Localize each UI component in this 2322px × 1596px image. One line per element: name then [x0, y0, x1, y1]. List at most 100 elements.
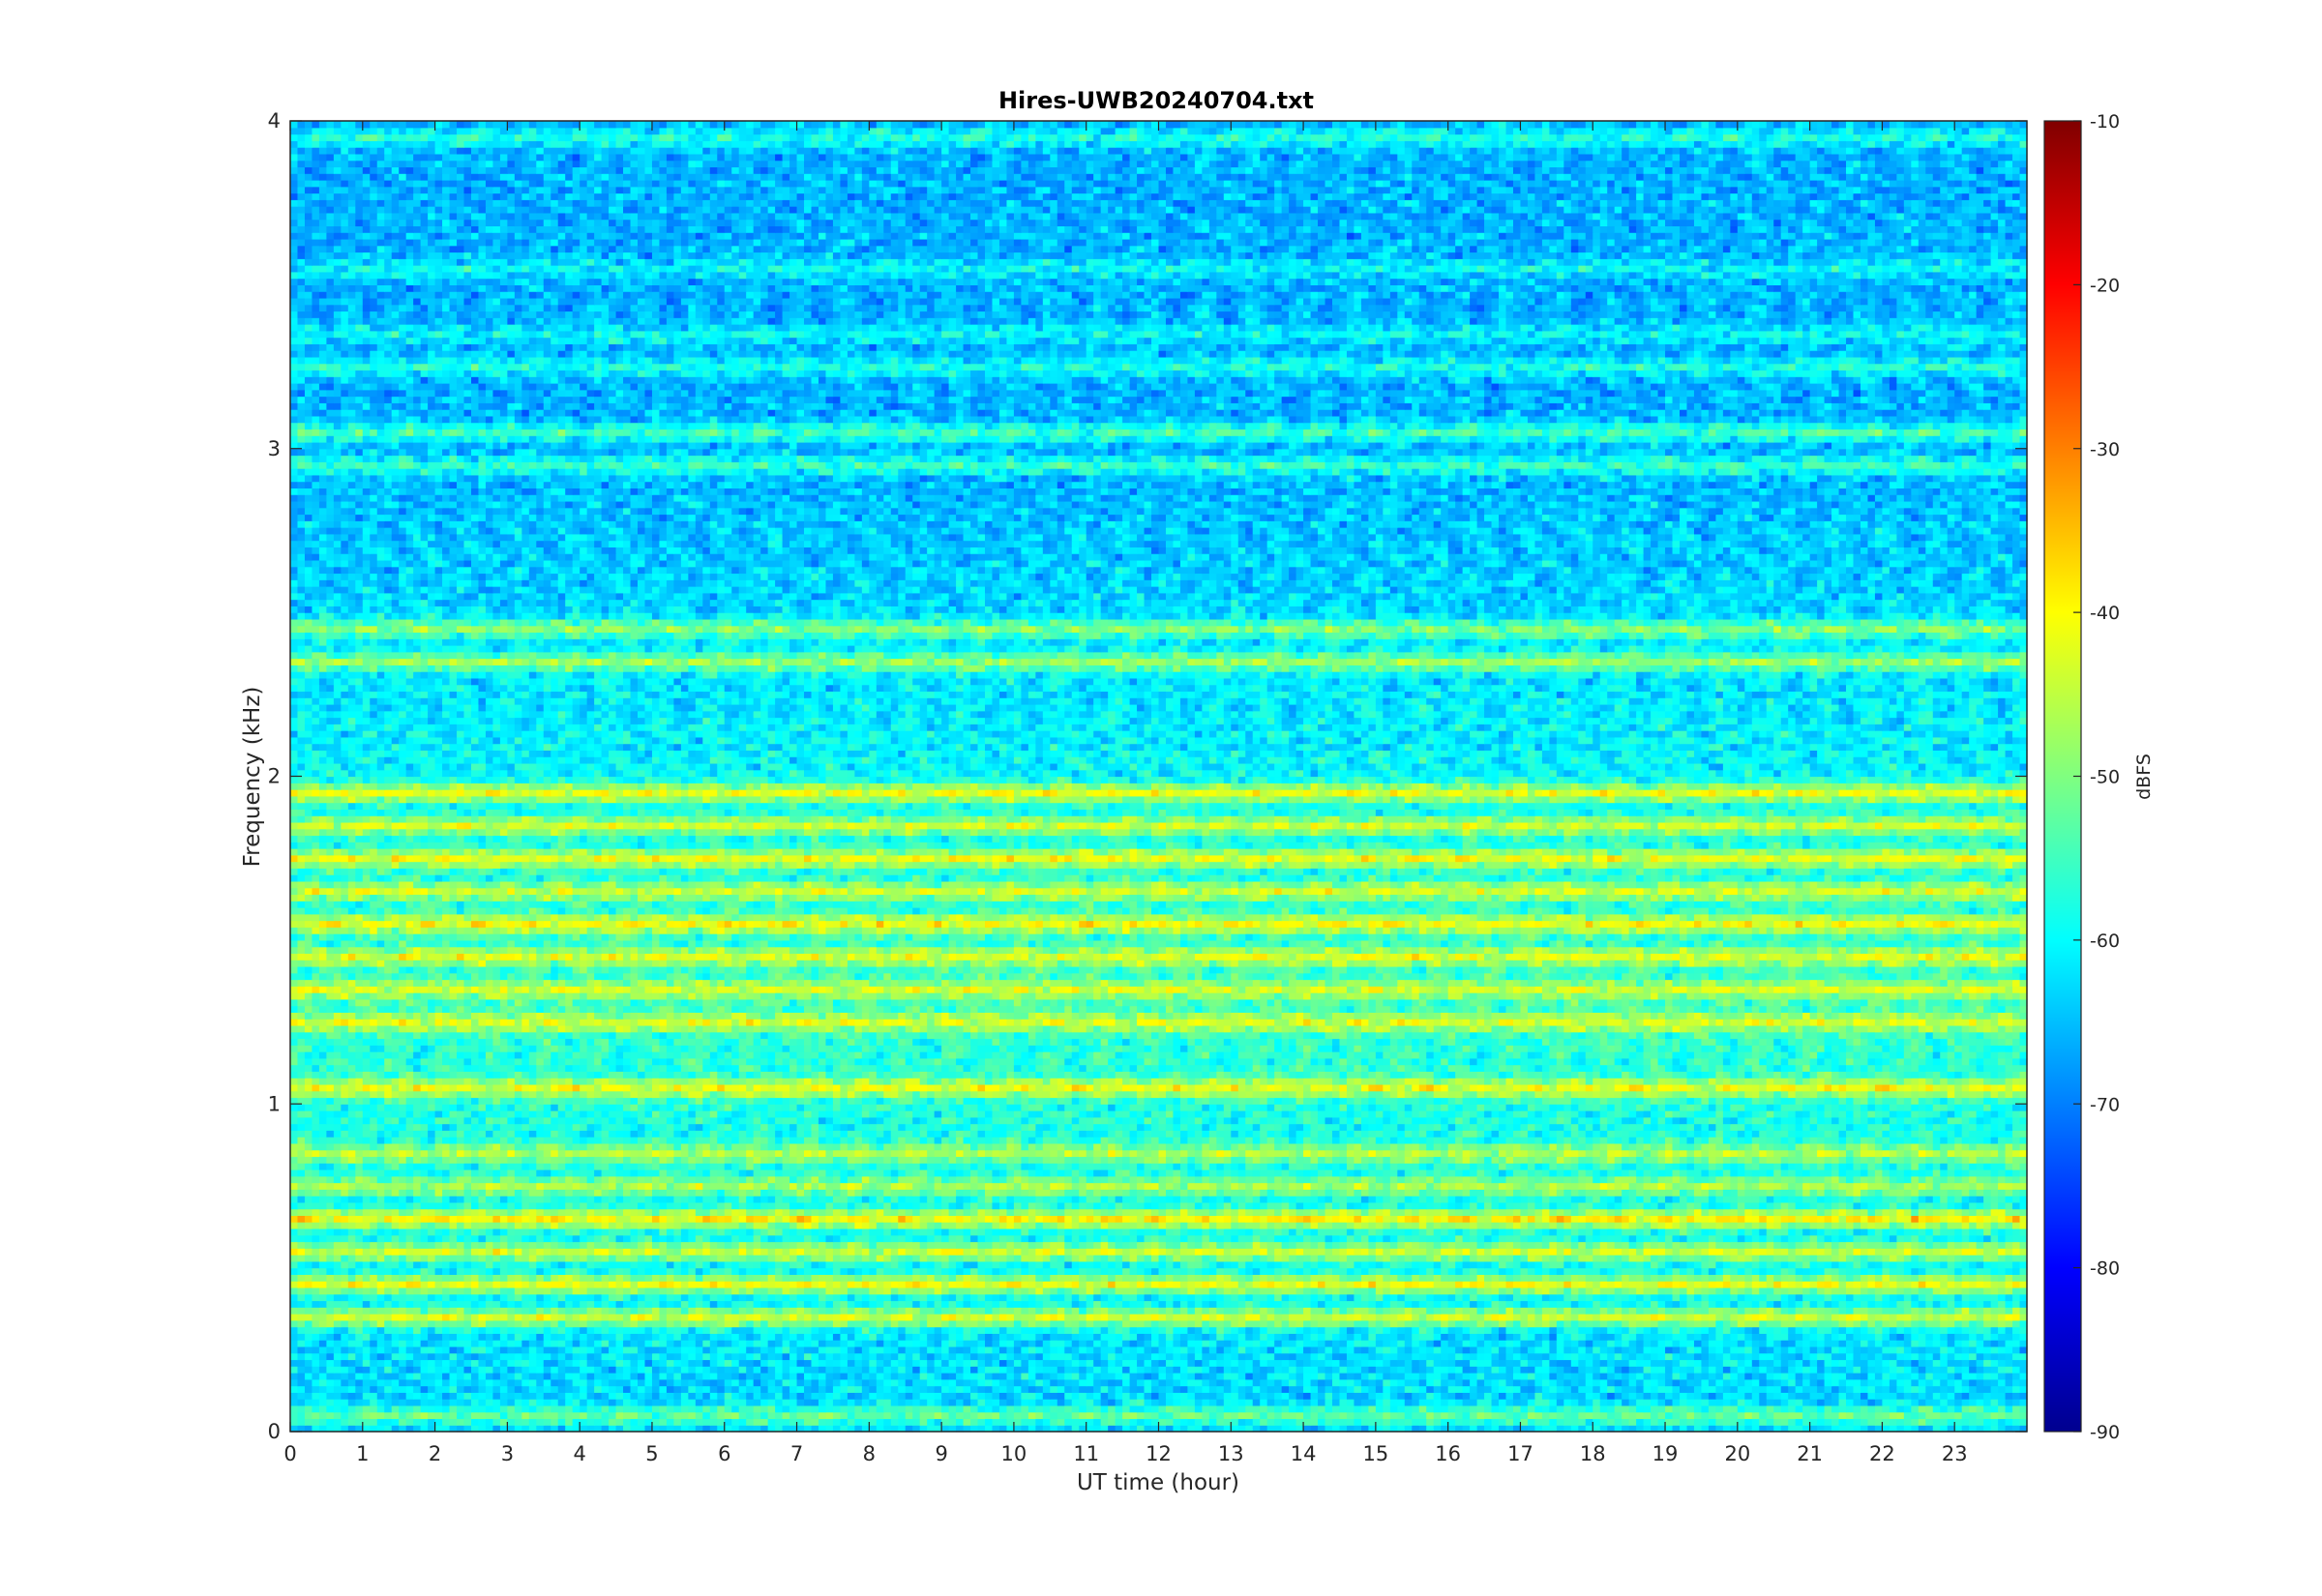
- heatmap-cell: [1570, 1307, 1579, 1315]
- heatmap-cell: [1701, 1399, 1710, 1406]
- heatmap-cell: [1027, 1293, 1036, 1302]
- heatmap-cell: [1447, 1314, 1456, 1321]
- heatmap-cell: [1686, 1399, 1695, 1406]
- heatmap-cell: [1570, 1411, 1579, 1420]
- heatmap-cell: [1882, 1418, 1890, 1426]
- heatmap-cell: [840, 1425, 848, 1433]
- heatmap-cell: [304, 1352, 313, 1361]
- heatmap-cell: [898, 1319, 907, 1328]
- heatmap-cell: [528, 1399, 537, 1406]
- heatmap-cell: [1570, 1418, 1579, 1426]
- heatmap-cell: [1824, 1373, 1832, 1380]
- heatmap-cell: [1447, 1411, 1456, 1420]
- heatmap-cell: [1708, 1340, 1716, 1347]
- heatmap-cell: [1223, 1385, 1232, 1393]
- heatmap-cell: [883, 1319, 892, 1328]
- heatmap-cell: [1412, 1385, 1420, 1393]
- heatmap-cell: [638, 1307, 646, 1315]
- heatmap-cell: [1194, 1359, 1203, 1367]
- heatmap-cell: [1354, 1392, 1362, 1400]
- heatmap-cell: [695, 1399, 703, 1406]
- heatmap-cell: [1831, 1385, 1840, 1393]
- heatmap-cell: [1216, 1373, 1225, 1380]
- heatmap-cell: [1079, 1314, 1087, 1321]
- heatmap-cell: [1108, 1418, 1116, 1426]
- heatmap-cell: [1433, 1333, 1442, 1341]
- heatmap-cell: [1295, 1392, 1304, 1400]
- heatmap-cell: [1665, 1293, 1674, 1302]
- heatmap-cell: [2012, 1300, 2021, 1308]
- heatmap-cell: [528, 1314, 537, 1321]
- heatmap-cell: [376, 1307, 385, 1315]
- heatmap-cell: [463, 1378, 472, 1387]
- heatmap-cell: [1050, 1326, 1058, 1334]
- heatmap-cell: [1042, 1326, 1051, 1334]
- heatmap-cell: [998, 1314, 1008, 1321]
- heatmap-cell: [1144, 1326, 1152, 1334]
- heatmap-cell: [1470, 1293, 1478, 1302]
- heatmap-cell: [521, 1418, 530, 1426]
- heatmap-cell: [1491, 1340, 1500, 1347]
- heatmap-cell: [1730, 1326, 1739, 1334]
- heatmap-cell: [1339, 1326, 1348, 1334]
- heatmap-cell: [970, 1373, 979, 1380]
- heatmap-cell: [1628, 1319, 1637, 1328]
- heatmap-cell: [470, 1385, 480, 1393]
- heatmap-cell: [680, 1373, 689, 1380]
- heatmap-cell: [1491, 1319, 1500, 1328]
- heatmap-cell: [1651, 1378, 1659, 1387]
- heatmap-cell: [1108, 1373, 1116, 1380]
- heatmap-cell: [956, 1366, 965, 1374]
- heatmap-cell: [1961, 1314, 1970, 1321]
- heatmap-cell: [789, 1319, 798, 1328]
- heatmap-cell: [1006, 1319, 1015, 1328]
- heatmap-cell: [1751, 1366, 1760, 1374]
- heatmap-cell: [825, 1411, 834, 1420]
- heatmap-cell: [832, 1385, 842, 1393]
- heatmap-cell: [1947, 1392, 1955, 1400]
- heatmap-cell: [1708, 1392, 1716, 1400]
- heatmap-cell: [1534, 1359, 1543, 1367]
- heatmap-cell: [1903, 1373, 1912, 1380]
- heatmap-cell: [1064, 1399, 1073, 1406]
- heatmap-cell: [1079, 1359, 1087, 1367]
- heatmap-cell: [1954, 1352, 1963, 1361]
- heatmap-cell: [420, 1366, 429, 1374]
- heatmap-cell: [1614, 1373, 1622, 1380]
- heatmap-cell: [1165, 1314, 1175, 1321]
- heatmap-cell: [1021, 1319, 1029, 1328]
- heatmap-cell: [811, 1293, 819, 1302]
- heatmap-cell: [1722, 1418, 1731, 1426]
- heatmap-cell: [1027, 1307, 1036, 1315]
- heatmap-cell: [1701, 1319, 1710, 1328]
- heatmap-cell: [1773, 1307, 1782, 1315]
- heatmap-cell: [565, 1300, 574, 1308]
- heatmap-cell: [1079, 1411, 1087, 1420]
- heatmap-cell: [1303, 1319, 1312, 1328]
- heatmap-cell: [1383, 1418, 1391, 1426]
- heatmap-cell: [1809, 1352, 1818, 1361]
- heatmap-cell: [1093, 1366, 1102, 1374]
- heatmap-cell: [1585, 1411, 1593, 1420]
- heatmap-cell: [1599, 1418, 1608, 1426]
- heatmap-cell: [876, 1418, 884, 1426]
- heatmap-cell: [1585, 1359, 1593, 1367]
- heatmap-cell: [514, 1373, 522, 1380]
- heatmap-cell: [1867, 1352, 1876, 1361]
- heatmap-cell: [804, 1366, 813, 1374]
- heatmap-cell: [847, 1399, 855, 1406]
- heatmap-cell: [1208, 1314, 1217, 1321]
- heatmap-cell: [1455, 1418, 1464, 1426]
- heatmap-cell: [413, 1399, 422, 1406]
- heatmap-cell: [312, 1411, 320, 1420]
- heatmap-cell: [1998, 1385, 2007, 1393]
- heatmap-cell: [1441, 1418, 1449, 1426]
- heatmap-cell: [1064, 1300, 1073, 1308]
- heatmap-cell: [2005, 1345, 2013, 1354]
- heatmap-cell: [1115, 1366, 1123, 1374]
- heatmap-cell: [1708, 1411, 1716, 1420]
- heatmap-cell: [1144, 1293, 1152, 1302]
- heatmap-cell: [1824, 1385, 1832, 1393]
- heatmap-cell: [1079, 1399, 1087, 1406]
- heatmap-cell: [1838, 1340, 1847, 1347]
